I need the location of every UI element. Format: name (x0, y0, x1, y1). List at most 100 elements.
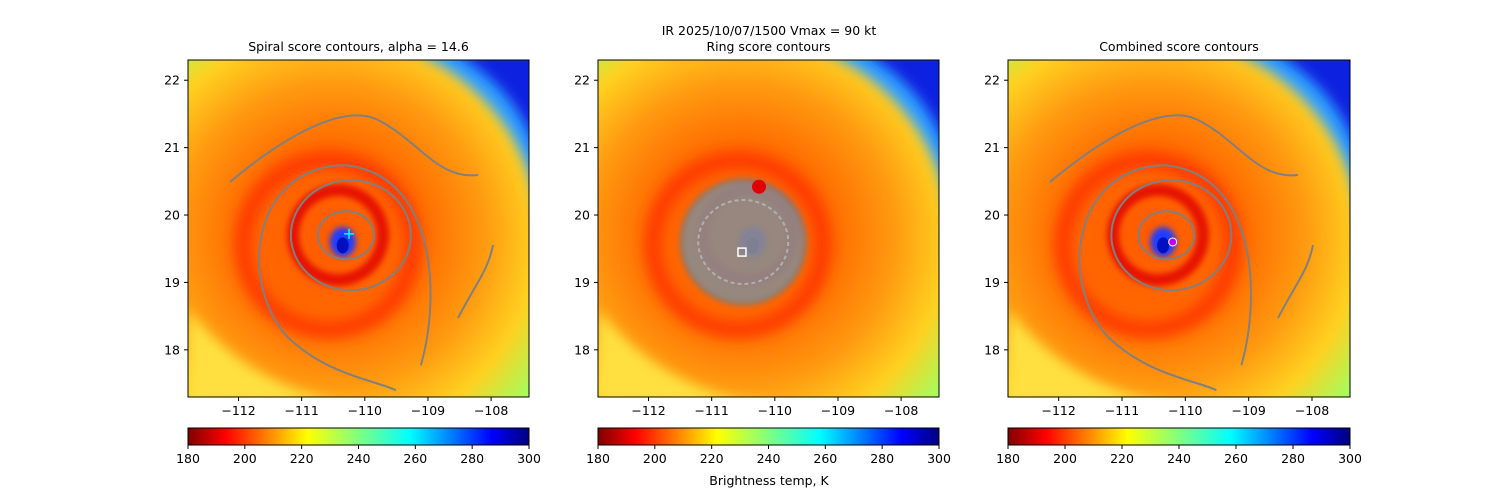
y-tick-label: 19 (574, 275, 590, 290)
colorbar-tick-label: 240 (757, 451, 781, 466)
y-tick-label: 20 (164, 208, 180, 223)
red-ring (644, 151, 832, 339)
cold-core (1285, 60, 1350, 135)
storm-eye-core (336, 237, 349, 254)
contour-arc-right (1277, 244, 1314, 319)
colorbar-tick-label: 180 (586, 451, 610, 466)
y-tick-label: 18 (984, 342, 1000, 357)
x-tick-label: −112 (221, 403, 255, 418)
ring-hot-spot (752, 179, 767, 194)
x-tick-label: −112 (631, 403, 665, 418)
y-tick-label: 22 (164, 73, 180, 88)
contour-arc-top (1049, 114, 1299, 183)
y-tick-label: 21 (984, 140, 1000, 155)
x-tick-label: −109 (411, 403, 445, 418)
contour-inner (316, 210, 375, 261)
red-ring (1054, 151, 1242, 339)
cold-core (875, 60, 939, 133)
colorbar-tick-label: 300 (1338, 451, 1362, 466)
contour-arc-top (229, 114, 479, 183)
center-marker-square (737, 247, 747, 257)
panel-2: Ring score contours −112 −111 −110 −109 −108 1… (574, 39, 951, 466)
contour-inner (1137, 210, 1196, 261)
panel-1: Spiral score contours, alpha = 14.6 −112 −… (164, 39, 541, 466)
panel-3: Combined score contours −112 −111 −110 −109 −… (984, 39, 1362, 466)
colorbar (187, 427, 530, 446)
colorbar-tick-label: 280 (870, 451, 894, 466)
x-tick-label: −112 (1041, 403, 1075, 418)
colorbar-tick-label: 200 (1053, 451, 1077, 466)
colorbar-tick-label: 180 (176, 451, 200, 466)
panel-title: Ring score contours (706, 39, 830, 54)
warm-edge (1008, 310, 1139, 397)
y-tick-label: 20 (984, 208, 1000, 223)
x-tick-label: −108 (884, 403, 918, 418)
colorbar-tick-label: 240 (1167, 451, 1191, 466)
ring-score-blob (679, 178, 807, 306)
colorbar-tick-label: 220 (1110, 451, 1134, 466)
x-tick-label: −111 (694, 403, 728, 418)
contour-arc-right (457, 244, 494, 319)
y-tick-label: 22 (984, 73, 1000, 88)
y-tick-label: 18 (164, 342, 180, 357)
inner-red-ring (1107, 184, 1209, 286)
center-marker-plus (344, 228, 355, 239)
y-tick-label: 22 (574, 73, 590, 88)
x-tick-label: −108 (1295, 403, 1329, 418)
storm-eye-core (1157, 237, 1170, 254)
axes-frame (187, 59, 530, 398)
inner-red-ring (287, 184, 389, 286)
ir-image (1008, 60, 1350, 397)
cold-core (465, 60, 529, 133)
contour-mid (289, 179, 412, 292)
colorbar-tick-label: 180 (996, 451, 1020, 466)
suptitle: IR 2025/10/07/1500 Vmax = 90 kt (662, 23, 877, 38)
axes-frame (597, 59, 940, 398)
x-tick-label: −109 (821, 403, 855, 418)
colorbar-tick-label: 300 (927, 451, 951, 466)
contour-outer (258, 164, 432, 392)
x-tick-label: −110 (758, 403, 792, 418)
colorbar (1007, 427, 1351, 446)
x-tick-label: −109 (1231, 403, 1265, 418)
contour-outer (1078, 164, 1252, 392)
colorbar-tick-label: 280 (1281, 451, 1305, 466)
ir-image (598, 60, 939, 397)
x-tick-label: −110 (1168, 403, 1202, 418)
y-tick-label: 20 (574, 208, 590, 223)
warm-edge (188, 310, 319, 397)
x-tick-label: −111 (1105, 403, 1139, 418)
ir-image (188, 60, 529, 397)
panel-title: Spiral score contours, alpha = 14.6 (248, 39, 469, 54)
warm-edge (598, 310, 729, 397)
x-tick-label: −108 (474, 403, 508, 418)
panel-title: Combined score contours (1099, 39, 1259, 54)
y-tick-label: 19 (164, 275, 180, 290)
colorbar (597, 427, 940, 446)
colorbar-tick-label: 220 (290, 451, 314, 466)
ring-score-inner (697, 198, 790, 285)
colorbar-tick-label: 260 (403, 451, 427, 466)
colorbar-tick-label: 300 (517, 451, 541, 466)
y-tick-label: 19 (984, 275, 1000, 290)
red-ring (234, 151, 422, 339)
score-contours (229, 114, 494, 392)
colorbar-tick-label: 240 (347, 451, 371, 466)
score-contours (679, 178, 807, 306)
colorbar-tick-label: 280 (460, 451, 484, 466)
y-tick-label: 21 (164, 140, 180, 155)
score-contours (1049, 114, 1314, 392)
colorbar-tick-label: 200 (233, 451, 257, 466)
x-tick-label: −110 (348, 403, 382, 418)
colorbar-tick-label: 200 (643, 451, 667, 466)
y-tick-label: 18 (574, 342, 590, 357)
colorbar-tick-label: 260 (813, 451, 837, 466)
colorbar-tick-label: 220 (700, 451, 724, 466)
contour-mid (1110, 179, 1233, 292)
y-tick-label: 21 (574, 140, 590, 155)
x-tick-label: −111 (284, 403, 318, 418)
colorbar-label: Brightness temp, K (709, 473, 829, 488)
center-marker-circle (1168, 237, 1178, 247)
colorbar-tick-label: 260 (1224, 451, 1248, 466)
